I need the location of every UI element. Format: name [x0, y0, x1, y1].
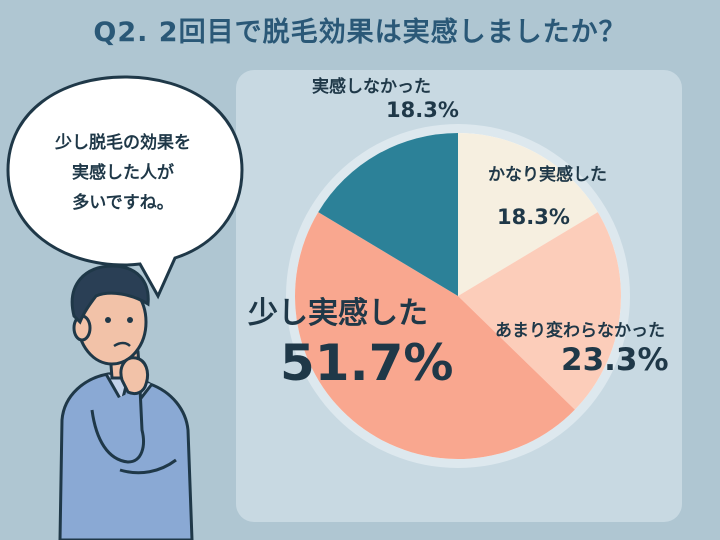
speech-bubble-text: 少し脱毛の効果を 実感した人が 多いですね。 [18, 128, 228, 218]
slice-value-3: 18.3% [386, 98, 459, 122]
pie-slice-1 [458, 212, 621, 410]
speech-line-2: 実感した人が [72, 163, 174, 183]
slice-label-3: 実感しなかった [312, 77, 431, 97]
slice-value-1: 23.3% [561, 342, 669, 378]
slice-label-2: 少し実感した [248, 296, 428, 331]
pie-slice-0 [458, 133, 598, 296]
page-title: Q2. 2回目で脱毛効果は実感しましたか？ [93, 17, 627, 48]
speech-line-3: 多いですね。 [72, 193, 174, 213]
pie-slice-3 [318, 133, 458, 296]
slice-value-0: 18.3% [497, 205, 570, 229]
slice-label-0: かなり実感した [488, 165, 607, 185]
speech-line-1: 少し脱毛の効果を [55, 133, 191, 153]
slice-label-1: あまり変わらなかった [495, 321, 665, 341]
pie-slice-2 [295, 212, 575, 459]
slice-value-2: 51.7% [280, 334, 454, 392]
